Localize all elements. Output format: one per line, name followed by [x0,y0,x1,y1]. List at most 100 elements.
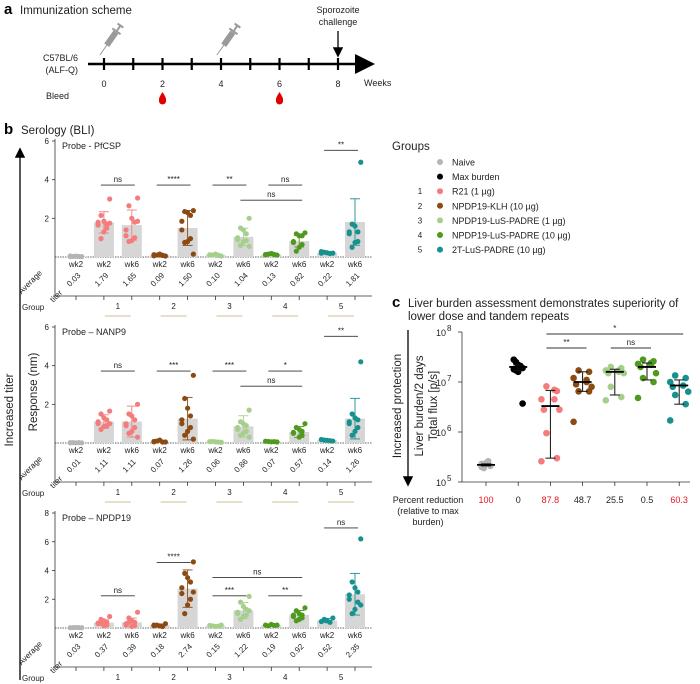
week-label: wk6 [124,446,140,455]
data-point [107,196,113,202]
panel-b-title: Serology (BLI) [21,125,95,137]
week-label: wk2 [263,260,279,269]
syringe-thumb [117,22,124,29]
data-point [179,227,185,233]
serology-subplot: 2 4 6 Probe – NANP9 wk2 0.01 wk2 1.11 wk6 1.11 wk2… [17,323,372,503]
data-point [126,238,132,245]
data-point [262,622,269,628]
significance-label: *** [225,361,234,370]
week-tick-label: 2 [160,79,165,89]
group-number: 3 [227,673,232,682]
significance-label: ** [338,326,344,335]
data-point [123,423,129,429]
y-tick-label: 10 [436,378,446,388]
percent-reduction-value: 100 [478,495,493,505]
legend-label: NPDP19-LuS-PADRE (1 µg) [452,216,566,226]
y-tick-label: 10 [436,328,446,338]
y-tick-label: 6 [45,538,50,547]
data-point [299,233,305,239]
data-point [246,608,252,614]
legend-item: 4 NPDP19-LuS-PADRE (10 µg) [418,231,571,241]
legend-item: Max burden [437,172,500,182]
data-point [179,421,185,427]
week-label: wk2 [96,446,112,455]
data-point [669,383,676,391]
data-point [551,386,558,394]
data-point [652,369,660,377]
data-point [151,439,157,445]
significance-label: *** [169,361,178,370]
data-point [355,424,361,431]
data-point [671,372,679,379]
average-titer-value: 0.57 [288,457,306,475]
y-tick-exponent: 5 [447,474,452,483]
average-titer-value: 0.39 [121,642,139,660]
legend-label: R21 (1 µg) [452,187,495,197]
data-point [129,215,135,221]
data-point [123,233,129,239]
syringe-plunger [116,25,122,32]
group-number: 3 [227,488,232,497]
legend-group-number: 2 [418,202,423,211]
data-point [607,363,615,371]
panel-c-title-line1: Liver burden assessment demonstrates sup… [408,298,679,310]
legend-color-dot [437,232,443,238]
week-label: wk6 [124,631,140,640]
average-titer-value: 0.14 [316,457,334,475]
syringe-needle [216,44,225,56]
data-point [187,596,194,602]
data-point [246,593,252,599]
mean-bar [317,620,338,628]
week-label: wk2 [263,446,279,455]
data-point [671,391,679,399]
data-point [246,434,252,440]
panel-a-title: Immunization scheme [20,5,132,17]
panel-c: c Liver burden assessment demonstrates s… [392,294,692,527]
data-point [67,440,73,446]
timeline-ticks: 0 2 4 6 8 [99,22,341,105]
data-point [95,421,101,427]
average-titer-value: 1.26 [344,457,362,475]
total-flux-axis-label: Total flux [p/s] [428,371,440,441]
data-point [480,464,488,472]
week-label: wk6 [347,260,363,269]
week-label: wk6 [291,631,307,640]
data-point [190,589,196,595]
data-point [585,368,593,376]
probe-title: Probe - PfCSP [62,141,121,151]
panel-letter-c: c [392,294,400,311]
data-point [134,195,141,201]
panel-letter-a: a [4,1,13,18]
group-number: 2 [171,673,176,682]
data-point [104,417,110,423]
data-point [639,356,647,363]
group-number: 2 [171,488,176,497]
data-point [76,624,82,631]
average-titer-value: 0.92 [288,642,306,660]
significance-label: ** [338,140,344,149]
data-point [207,622,213,629]
data-point [634,394,642,402]
week-label: wk2 [319,446,335,455]
data-point [346,421,352,427]
group-number: 4 [283,488,288,497]
average-titer-value: 2.35 [344,642,362,660]
liver-burden-axis-label: Liver burden/2 days [414,355,426,456]
data-point [556,406,563,413]
legend-label: NPDP19-KLH (10 µg) [452,201,539,211]
week-label: wk6 [347,446,363,455]
data-point [349,611,355,617]
data-point [262,438,269,444]
data-point [157,252,163,258]
data-point [98,426,104,433]
average-titer-label: titer [48,659,64,675]
data-point [187,413,194,419]
data-point [246,243,252,249]
data-point [126,203,132,209]
data-point [243,231,249,237]
data-point [271,251,277,257]
week-label: wk2 [319,631,335,640]
data-point [684,388,692,395]
week-label: wk2 [319,260,335,269]
